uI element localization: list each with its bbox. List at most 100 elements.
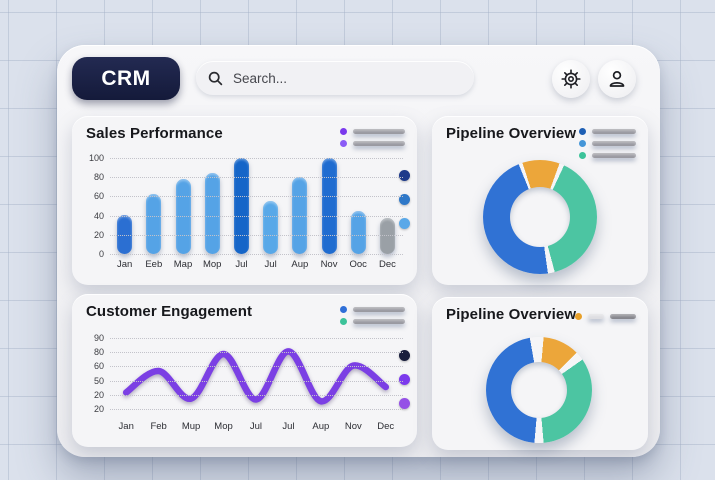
legend-row — [340, 318, 405, 325]
legend-bar-light — [588, 314, 604, 319]
gridline — [110, 254, 403, 255]
y-axis-tick-label: 20 — [93, 229, 104, 240]
card-title: Pipeline Overview — [446, 306, 577, 323]
bar[interactable] — [146, 194, 162, 254]
legend-dot — [399, 218, 410, 229]
card-mini-legend — [579, 128, 636, 159]
gridline — [110, 352, 403, 354]
x-axis-labels: Jan Eeb Map Mop Jul Jul Aup Nov Ooc Dec — [110, 259, 402, 270]
legend-row — [579, 128, 636, 135]
legend-bar — [353, 307, 405, 312]
card-mini-legend — [575, 313, 636, 320]
legend-row — [340, 128, 405, 135]
pipeline-overview-card-top: Pipeline Overview — [432, 116, 648, 285]
legend-row — [579, 152, 636, 159]
bar-chart[interactable] — [110, 158, 402, 254]
bar[interactable] — [263, 201, 279, 254]
donut-chart[interactable] — [486, 337, 592, 443]
customer-engagement-card: Customer Engagement 90 80 60 50 20 20 Jan Feb M… — [72, 294, 417, 447]
bar[interactable] — [204, 173, 220, 254]
bar-slot — [285, 158, 314, 254]
x-axis-tick-label: Ooc — [349, 259, 367, 270]
bar[interactable] — [117, 215, 133, 254]
profile-button[interactable] — [598, 60, 636, 98]
bar-slot — [344, 158, 373, 254]
legend-dot — [399, 194, 410, 205]
y-axis-tick-label: 0 — [98, 249, 104, 259]
legend-dot — [399, 350, 410, 361]
settings-button[interactable] — [552, 60, 590, 98]
sales-performance-card: Sales Performance 100 80 60 40 20 0 Jan Eeb Map… — [72, 116, 417, 285]
gridline — [110, 196, 403, 198]
legend-dot — [340, 306, 347, 313]
gridline — [110, 366, 403, 368]
card-mini-legend — [340, 128, 405, 147]
gridline — [110, 215, 403, 217]
legend-dot — [399, 170, 410, 181]
x-axis-tick-label: Nov — [320, 259, 338, 270]
card-title: Pipeline Overview — [446, 125, 577, 142]
bar-slot — [110, 158, 139, 254]
gridline — [110, 234, 403, 236]
x-axis-tick-label: Aup — [291, 259, 309, 270]
bar-slot — [256, 158, 285, 254]
x-axis-tick-label: Aup — [312, 421, 330, 432]
card-mini-legend — [340, 306, 405, 325]
x-axis-tick-label: Eeb — [145, 259, 163, 270]
x-axis-tick-label: Jul — [282, 421, 295, 432]
bar[interactable] — [350, 211, 366, 254]
bar[interactable] — [292, 177, 308, 254]
y-axis-tick-label: 40 — [93, 210, 104, 221]
x-axis-tick-label: Dec — [377, 421, 395, 432]
legend-bar — [353, 319, 405, 324]
x-axis-labels: Jan Feb Mup Mop Jul Jul Aup Nov Dec — [110, 421, 402, 432]
bar-slot — [314, 158, 343, 254]
donut-hole — [511, 362, 567, 418]
chart-side-legend-dots — [399, 350, 410, 409]
x-axis-tick-label: Jul — [249, 421, 263, 432]
y-axis-tick-label: 80 — [93, 172, 104, 183]
bar-slot — [373, 158, 402, 254]
x-axis-tick-label: Nov — [344, 421, 362, 432]
user-icon — [607, 69, 627, 89]
line-chart[interactable] — [110, 338, 402, 410]
card-title: Customer Engagement — [86, 303, 253, 320]
x-axis-tick-label: Dec — [378, 259, 396, 270]
bar[interactable] — [233, 158, 249, 254]
gear-icon — [561, 69, 581, 89]
y-axis-tick-label: 20 — [93, 389, 104, 400]
legend-dot — [579, 140, 586, 147]
donut-hole — [510, 187, 570, 247]
gridline — [110, 380, 403, 382]
legend-bar-dark — [610, 314, 636, 319]
app-logo[interactable]: CRM — [72, 57, 180, 100]
x-axis-tick-label: Map — [173, 259, 193, 270]
y-axis-tick-label: 60 — [93, 361, 104, 372]
legend-bar — [353, 141, 405, 146]
search-bar[interactable] — [196, 61, 474, 95]
x-axis-tick-label: Mop — [202, 259, 222, 270]
legend-dot — [399, 374, 410, 385]
y-axis-tick-label: 60 — [93, 191, 104, 202]
legend-dot — [340, 140, 347, 147]
y-axis-tick-label: 50 — [93, 375, 104, 386]
x-axis-tick-label: Jan — [116, 259, 133, 270]
bar[interactable] — [379, 218, 395, 254]
bar[interactable] — [321, 158, 337, 254]
card-title: Sales Performance — [86, 125, 223, 142]
legend-bar — [592, 129, 636, 134]
legend-bar — [592, 153, 636, 158]
legend-dot — [340, 318, 347, 325]
gridline — [110, 409, 403, 410]
donut-chart[interactable] — [483, 160, 597, 274]
bar-slot — [168, 158, 197, 254]
bar-slot — [198, 158, 227, 254]
search-icon — [208, 71, 223, 86]
x-axis-tick-label: Mup — [181, 421, 201, 432]
legend-row — [579, 140, 636, 147]
x-axis-tick-label: Feb — [150, 421, 167, 432]
y-axis-tick-label: 80 — [93, 347, 104, 358]
search-input[interactable] — [231, 69, 462, 87]
y-axis-tick-label: 90 — [93, 333, 104, 343]
legend-dot — [579, 152, 586, 159]
